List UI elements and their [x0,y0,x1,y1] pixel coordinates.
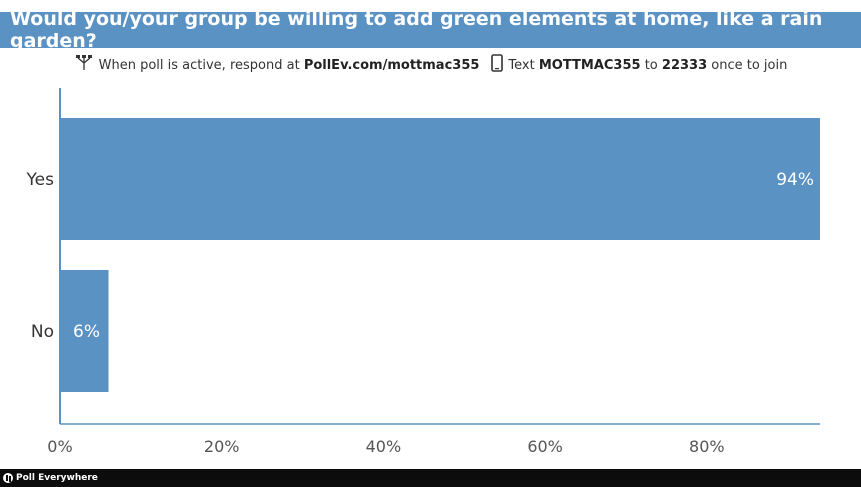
bar-yes [60,118,820,240]
text-number: 22333 [661,57,708,73]
value-label-no: 6% [73,322,100,342]
poll-title: Would you/your group be willing to add g… [10,8,823,52]
text-code: MOTTMAC355 [538,57,641,73]
x-tick-label: 40% [366,437,402,456]
footer-bar: Poll Everywhere [0,469,861,487]
web-prefix: When poll is active, respond at [98,57,300,73]
bar-no [60,270,109,392]
x-tick-label: 0% [47,437,72,456]
web-url[interactable]: PollEv.com/mottmac355 [303,57,480,73]
poll-title-bar: Would you/your group be willing to add g… [0,8,861,52]
phone-icon [491,54,504,76]
text-suffix: once to join [711,57,788,73]
poll-everywhere-logo-icon [3,473,13,483]
text-prefix: Text [508,57,535,73]
x-tick-label: 60% [527,437,563,456]
web-response-icon [74,55,94,75]
text-to: to [644,57,658,73]
top-band [0,0,861,12]
footer-brand: Poll Everywhere [16,473,98,483]
bar-chart: Yes 94% No 6% 0% 20% 40% 60% 80% [26,88,820,456]
category-label-yes: Yes [26,170,55,190]
response-instructions: When poll is active, respond at PollEv.c… [0,53,861,77]
category-label-no: No [31,322,54,342]
x-tick-label: 80% [689,437,725,456]
x-tick-label: 20% [204,437,240,456]
value-label-yes: 94% [776,170,814,190]
